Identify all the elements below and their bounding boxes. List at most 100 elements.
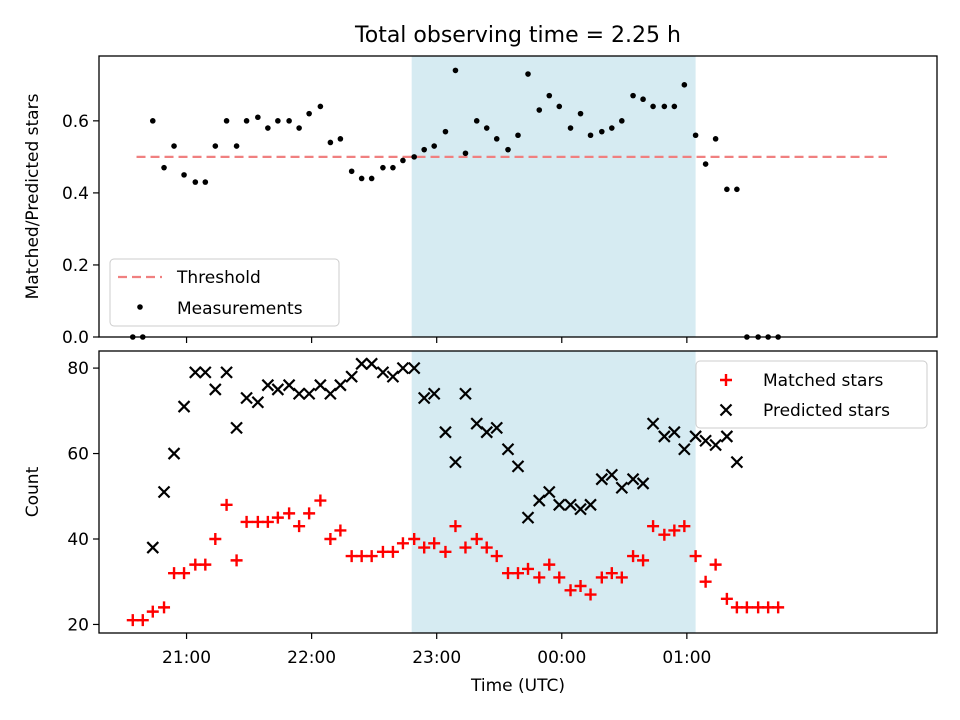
matched-point: [303, 507, 316, 520]
matched-point: [283, 507, 296, 520]
measurement-point: [411, 154, 417, 160]
matched-point: [261, 515, 274, 528]
measurement-point: [317, 103, 324, 110]
measurement-point: [327, 139, 334, 146]
matched-point: [428, 537, 441, 550]
predicted-point: [730, 455, 744, 469]
predicted-point: [595, 472, 609, 486]
predicted-point: [146, 541, 160, 554]
y-axis-label: Count: [23, 466, 43, 517]
matched-point: [480, 541, 493, 554]
matched-point: [772, 601, 785, 614]
measurement-point: [630, 92, 636, 99]
matched-point: [647, 520, 660, 533]
predicted-point: [209, 383, 222, 396]
measurement-point: [724, 186, 730, 193]
series-measurements: [129, 67, 781, 340]
measurement-point: [525, 71, 531, 77]
legend-measurement-swatch: [137, 304, 143, 310]
measurement-point: [202, 179, 209, 185]
matched-point: [658, 528, 671, 541]
measurement-point: [734, 186, 740, 193]
predicted-point: [376, 366, 390, 379]
predicted-point: [699, 434, 712, 448]
matched-point: [324, 533, 337, 545]
predicted-point: [271, 383, 285, 396]
matched-point: [355, 550, 368, 563]
predicted-point: [709, 438, 722, 452]
matched-point: [199, 558, 212, 571]
predicted-point: [189, 366, 202, 379]
predicted-point: [355, 357, 368, 371]
matched-point: [574, 580, 587, 592]
predicted-point: [365, 357, 378, 371]
matched-point: [740, 601, 753, 614]
matched-point: [605, 567, 618, 580]
bottom-panel: 20 40 60 80 21:00 22:00 23:00 00:00 01:00 Count Ti…: [23, 350, 938, 696]
matched-point: [251, 515, 264, 528]
measurement-point: [390, 164, 396, 171]
predicted-point: [636, 477, 650, 490]
predicted-point: [427, 387, 441, 401]
predicted-point: [521, 511, 535, 524]
matched-point: [314, 494, 327, 507]
measurement-point: [462, 150, 469, 157]
figure-title: Total observing time = 2.25 h: [354, 23, 681, 48]
measurement-point: [212, 143, 219, 149]
predicted-point: [658, 430, 671, 443]
x-tick-label: 00:00: [537, 648, 586, 668]
predicted-point: [626, 472, 640, 486]
predicted-point: [678, 442, 691, 456]
matched-point: [470, 533, 483, 545]
matched-point: [730, 601, 743, 614]
matched-point: [168, 567, 181, 580]
matched-point: [564, 584, 577, 597]
measurement-point: [556, 103, 563, 110]
measurement-point: [337, 136, 344, 142]
matched-point: [449, 520, 462, 533]
matched-point: [678, 520, 691, 533]
x-tick-label: 21:00: [162, 648, 211, 668]
measurement-point: [546, 92, 553, 99]
matched-point: [627, 550, 640, 563]
y-tick-label: 80: [67, 359, 89, 379]
matched-point: [189, 558, 202, 571]
measurement-point: [181, 172, 187, 178]
measurement-point: [650, 103, 656, 110]
predicted-point: [646, 417, 660, 430]
plot-frame: [98, 350, 938, 634]
predicted-point: [480, 425, 494, 439]
observing-window-band: [411, 351, 696, 633]
matched-point: [334, 524, 347, 537]
matched-point: [501, 567, 514, 580]
measurement-point: [619, 118, 625, 124]
matched-point: [512, 567, 524, 580]
predicted-point: [584, 498, 597, 512]
predicted-point: [407, 361, 421, 375]
predicted-point: [345, 370, 358, 383]
y-tick-label: 40: [67, 530, 89, 550]
measurement-point: [640, 96, 646, 103]
matched-point: [689, 550, 702, 563]
matched-point: [220, 498, 233, 511]
measurement-point: [442, 128, 449, 135]
measurement-point: [712, 136, 719, 142]
measurement-point: [296, 125, 302, 131]
legend-box: [695, 360, 928, 429]
measurement-point: [192, 179, 199, 185]
matched-point: [408, 533, 421, 545]
predicted-point: [615, 481, 629, 495]
predicted-point: [177, 400, 191, 413]
measurement-point: [681, 82, 688, 88]
predicted-point: [501, 442, 515, 456]
predicted-point: [261, 378, 275, 392]
legend-top: Threshold Measurements: [109, 258, 340, 327]
predicted-point: [470, 417, 484, 430]
measurement-point: [223, 118, 230, 124]
predicted-point: [449, 455, 462, 469]
series-predicted-stars: [146, 357, 744, 554]
predicted-point: [668, 425, 681, 439]
predicted-point: [552, 498, 566, 512]
predicted-point: [532, 494, 546, 507]
